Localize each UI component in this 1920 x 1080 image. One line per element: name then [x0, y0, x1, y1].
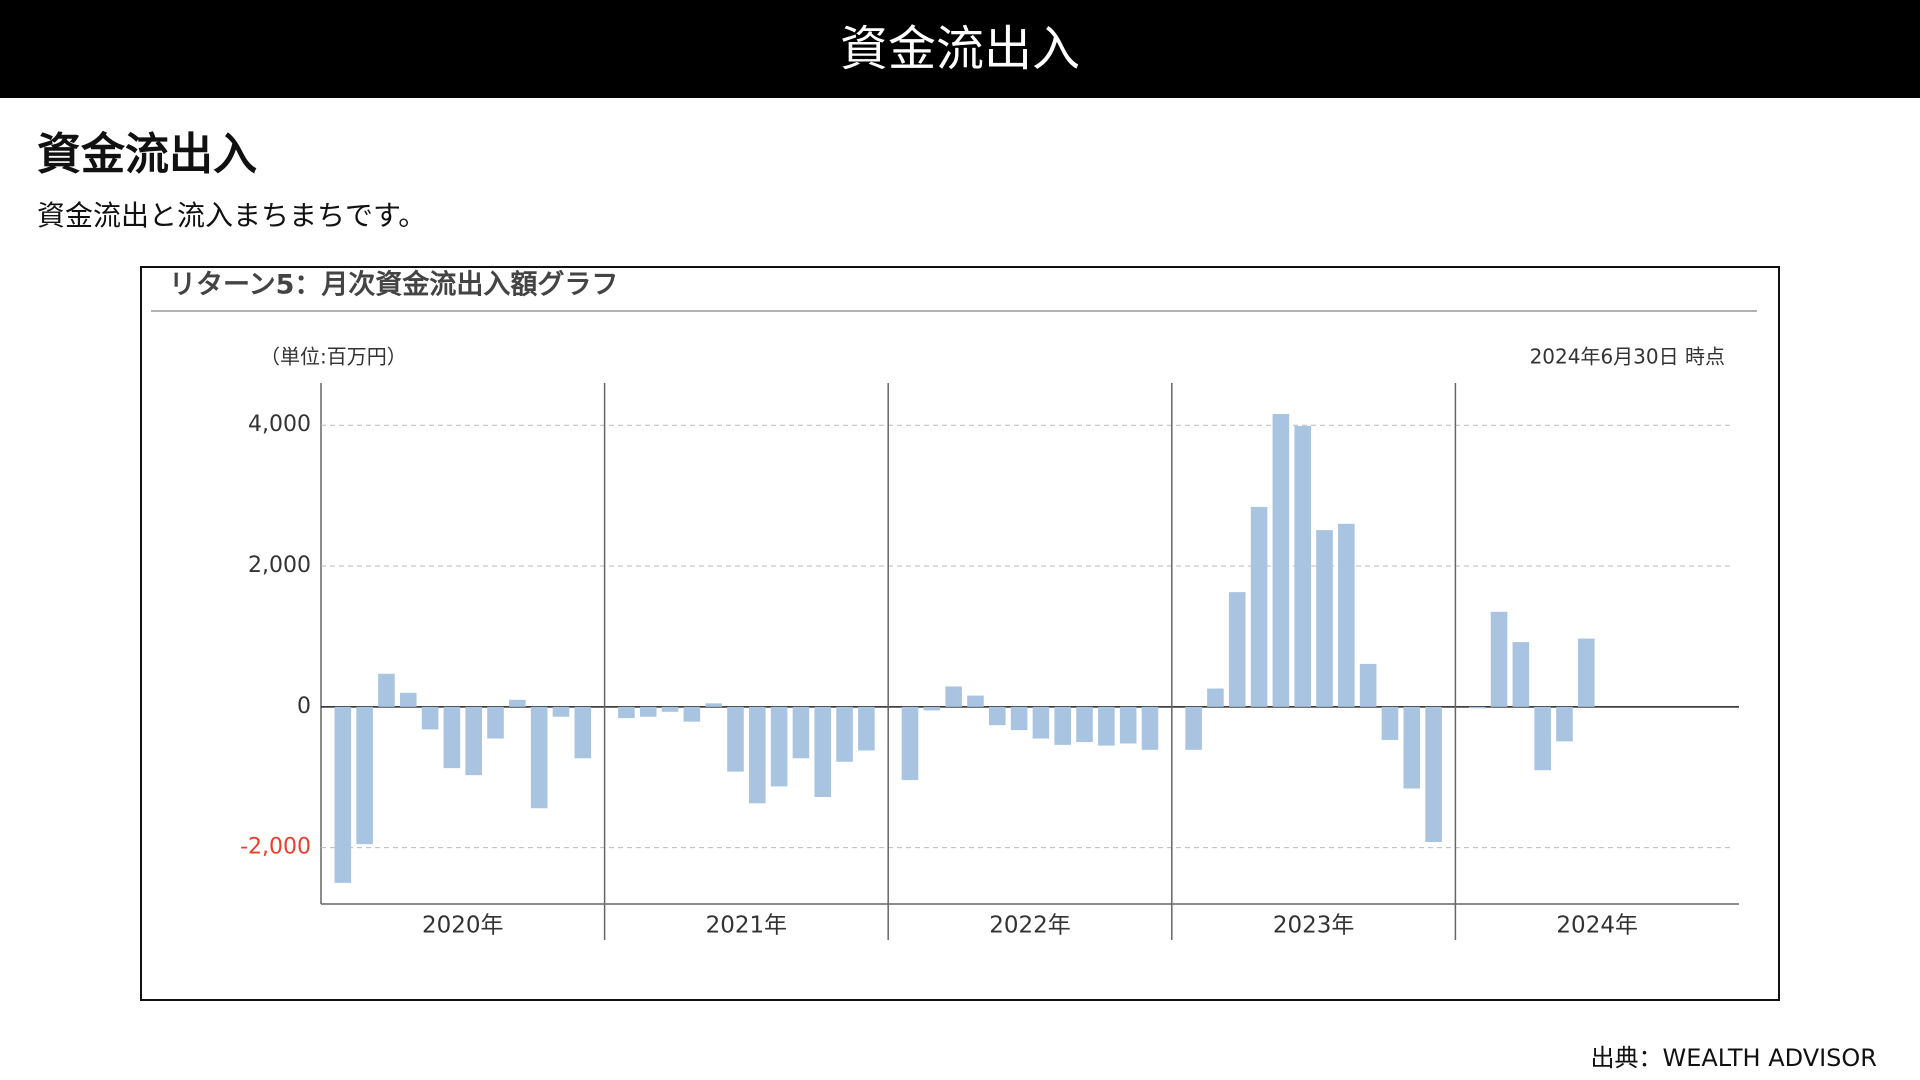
- y-tick-label: 2,000: [248, 553, 311, 578]
- bar: [1512, 642, 1530, 707]
- year-label: 2023年: [1273, 913, 1355, 939]
- bar: [1338, 523, 1355, 707]
- bar: [814, 706, 832, 797]
- chart-frame: [140, 266, 1780, 1001]
- bar: [683, 706, 701, 722]
- source: 出典：WEALTH ADVISOR: [1590, 1044, 1878, 1072]
- bar: [399, 692, 417, 707]
- bar: [1207, 688, 1224, 707]
- bar: [836, 706, 853, 762]
- bar: [1141, 706, 1159, 750]
- bar: [487, 706, 504, 739]
- bar: [923, 706, 941, 711]
- year-label: 2020年: [422, 913, 504, 939]
- bar: [661, 706, 679, 712]
- bar: [1578, 638, 1595, 707]
- year-label: 2022年: [989, 913, 1071, 939]
- bar: [1381, 706, 1399, 740]
- bar: [574, 706, 592, 759]
- y-tick-label: -2,000: [240, 835, 311, 860]
- bar: [1490, 611, 1508, 707]
- bar: [1316, 530, 1333, 707]
- date-note: 2024年6月30日 時点: [1530, 345, 1725, 369]
- bar: [465, 706, 482, 776]
- bar: [749, 706, 766, 804]
- bar: [1359, 663, 1377, 707]
- bar: [1403, 706, 1421, 789]
- bar: [1534, 706, 1551, 771]
- bar: [1098, 706, 1115, 746]
- y-tick-label: 4,000: [248, 412, 311, 437]
- bar: [1272, 413, 1290, 707]
- unit-label: （単位:百万円）: [260, 345, 407, 369]
- bar: [901, 706, 919, 781]
- bar: [1010, 706, 1028, 731]
- bar: [1556, 706, 1573, 742]
- bar: [1032, 706, 1050, 739]
- header-title: 資金流出入: [0, 0, 1920, 98]
- bar: [509, 699, 526, 707]
- bar: [421, 706, 439, 730]
- bar: [378, 673, 395, 707]
- bar: [967, 695, 984, 707]
- bar: [1468, 706, 1486, 709]
- bar: [1054, 706, 1072, 745]
- bar: [1228, 592, 1246, 707]
- bar: [530, 706, 548, 809]
- bar: [1119, 706, 1137, 744]
- bar: [1250, 506, 1268, 707]
- bar: [618, 706, 635, 719]
- chart-title: リターン5：月次資金流出入額グラフ: [169, 269, 618, 301]
- bar: [443, 706, 461, 769]
- bar: [552, 706, 570, 717]
- bar: [988, 706, 1006, 726]
- bar: [1425, 706, 1442, 843]
- bar: [334, 706, 352, 883]
- bar: [770, 706, 788, 787]
- year-label: 2021年: [706, 913, 788, 939]
- bar: [858, 706, 875, 751]
- bar: [792, 706, 810, 759]
- bar: [945, 686, 962, 707]
- bar: [1076, 706, 1093, 743]
- y-tick-label: 0: [297, 694, 311, 719]
- bar: [705, 703, 722, 707]
- bar: [727, 706, 744, 772]
- bar: [356, 706, 373, 845]
- bar: [1185, 706, 1202, 750]
- bar: [1294, 425, 1311, 707]
- heading: 資金流出入: [37, 129, 257, 180]
- year-label: 2024年: [1556, 913, 1638, 939]
- bar: [639, 706, 657, 717]
- lead-text: 資金流出と流入まちまちです。: [37, 199, 427, 232]
